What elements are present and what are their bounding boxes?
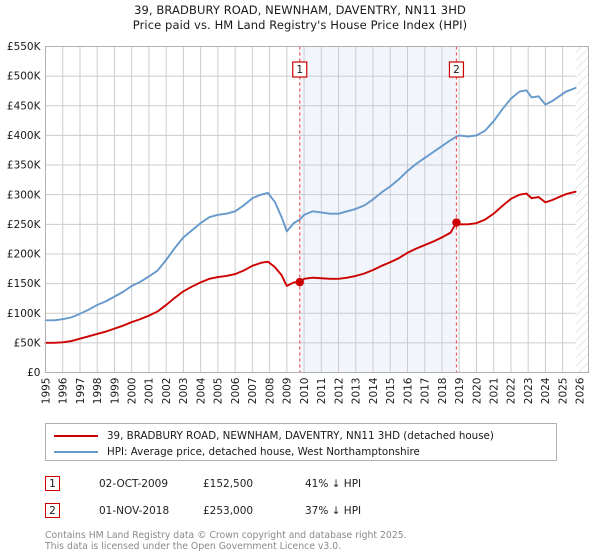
transaction-index-badge: 1 xyxy=(45,476,60,491)
svg-text:£0: £0 xyxy=(27,367,40,379)
transaction-date: 01-NOV-2018 xyxy=(99,504,170,517)
svg-text:£100K: £100K xyxy=(7,308,42,320)
transaction-date: 02-OCT-2009 xyxy=(99,477,168,490)
legend-item-price-paid: 39, BRADBURY ROAD, NEWNHAM, DAVENTRY, NN… xyxy=(54,428,548,444)
chart-legend: 39, BRADBURY ROAD, NEWNHAM, DAVENTRY, NN… xyxy=(45,423,557,461)
svg-text:1997: 1997 xyxy=(75,378,87,405)
transaction-hpi-delta: 41% ↓ HPI xyxy=(305,477,362,490)
svg-text:2024: 2024 xyxy=(540,377,552,404)
footer-line-2: This data is licensed under the Open Gov… xyxy=(45,541,342,552)
svg-text:2006: 2006 xyxy=(230,377,242,404)
svg-text:£450K: £450K xyxy=(7,100,42,112)
attribution-footer: Contains HM Land Registry data © Crown c… xyxy=(45,530,585,552)
svg-text:2020: 2020 xyxy=(471,378,483,405)
svg-text:2015: 2015 xyxy=(385,378,397,405)
svg-text:1998: 1998 xyxy=(92,378,104,405)
transaction-index-badge: 2 xyxy=(45,503,60,518)
legend-label-price-paid: 39, BRADBURY ROAD, NEWNHAM, DAVENTRY, NN… xyxy=(107,430,494,442)
table-row[interactable]: 1 02-OCT-2009 £152,500 41% ↓ HPI xyxy=(45,470,565,497)
svg-text:2012: 2012 xyxy=(333,378,345,405)
svg-text:2026: 2026 xyxy=(575,377,587,404)
svg-text:2019: 2019 xyxy=(454,378,466,405)
transactions-table: 1 02-OCT-2009 £152,500 41% ↓ HPI 2 01-NO… xyxy=(45,470,565,524)
svg-text:2008: 2008 xyxy=(264,378,276,405)
legend-swatch-hpi xyxy=(54,451,98,453)
svg-text:£300K: £300K xyxy=(7,189,42,201)
svg-text:2016: 2016 xyxy=(402,377,414,404)
transaction-price: £253,000 xyxy=(203,504,254,517)
legend-label-hpi: HPI: Average price, detached house, West… xyxy=(107,446,420,458)
svg-text:2001: 2001 xyxy=(144,378,156,405)
svg-text:2003: 2003 xyxy=(178,378,190,405)
svg-text:2010: 2010 xyxy=(299,378,311,405)
svg-text:2004: 2004 xyxy=(195,377,207,404)
table-row[interactable]: 2 01-NOV-2018 £253,000 37% ↓ HPI xyxy=(45,497,565,524)
svg-text:1995: 1995 xyxy=(40,378,52,405)
svg-text:£550K: £550K xyxy=(7,41,42,53)
svg-text:1: 1 xyxy=(296,64,303,76)
plot-frame xyxy=(45,46,589,373)
svg-text:£350K: £350K xyxy=(7,160,42,172)
chart-title: 39, BRADBURY ROAD, NEWNHAM, DAVENTRY, NN… xyxy=(0,3,600,33)
svg-text:2017: 2017 xyxy=(420,378,432,405)
svg-text:2000: 2000 xyxy=(126,378,138,405)
transaction-price: £152,500 xyxy=(203,477,254,490)
svg-text:2007: 2007 xyxy=(247,378,259,405)
x-axis-labels: 1995 1996 1997 1998 1999 2000 2001 2002 2003 2004… xyxy=(40,377,586,404)
svg-text:2005: 2005 xyxy=(213,378,225,405)
svg-text:2014: 2014 xyxy=(368,377,380,404)
svg-text:2: 2 xyxy=(453,64,460,76)
svg-text:£150K: £150K xyxy=(7,278,42,290)
svg-text:1996: 1996 xyxy=(58,377,70,404)
svg-text:2011: 2011 xyxy=(316,378,328,405)
svg-text:£250K: £250K xyxy=(7,219,42,231)
series-lines xyxy=(44,87,577,344)
svg-text:2023: 2023 xyxy=(523,378,535,405)
svg-text:£200K: £200K xyxy=(7,249,42,261)
svg-text:2025: 2025 xyxy=(557,378,569,405)
legend-item-hpi: HPI: Average price, detached house, West… xyxy=(54,444,548,460)
y-axis-labels: £0 £50K £100K £150K £200K £250K £300K £350K £400… xyxy=(7,41,42,379)
svg-text:£50K: £50K xyxy=(14,337,42,349)
svg-text:£500K: £500K xyxy=(7,71,42,83)
svg-text:2002: 2002 xyxy=(161,378,173,405)
svg-text:2022: 2022 xyxy=(506,378,518,405)
svg-text:£400K: £400K xyxy=(7,130,42,142)
svg-text:2009: 2009 xyxy=(282,378,294,405)
svg-text:2018: 2018 xyxy=(437,378,449,405)
title-line-2: Price paid vs. HM Land Registry's House … xyxy=(132,18,468,32)
highlight-band xyxy=(299,46,457,373)
transaction-hpi-delta: 37% ↓ HPI xyxy=(305,504,362,517)
legend-swatch-price-paid xyxy=(54,435,98,437)
footer-line-1: Contains HM Land Registry data © Crown c… xyxy=(45,530,407,541)
title-line-1: 39, BRADBURY ROAD, NEWNHAM, DAVENTRY, NN… xyxy=(134,3,466,17)
no-data-region xyxy=(575,46,589,373)
svg-text:2013: 2013 xyxy=(351,378,363,405)
svg-text:1999: 1999 xyxy=(109,378,121,405)
svg-text:2021: 2021 xyxy=(488,378,500,405)
